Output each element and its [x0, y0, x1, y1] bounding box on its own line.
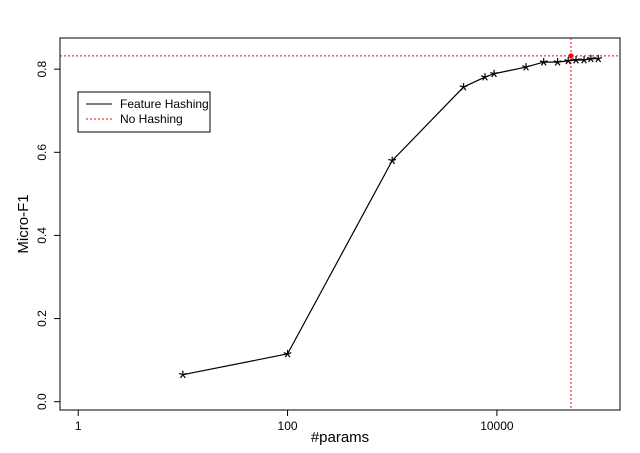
point [388, 156, 397, 165]
legend-label: No Hashing [120, 112, 183, 126]
point [553, 58, 562, 66]
point [459, 83, 468, 91]
point [490, 69, 499, 78]
series-line [182, 58, 599, 376]
point [564, 56, 573, 65]
x-tick-label: 10000 [480, 419, 514, 433]
legend-label: Feature Hashing [120, 97, 209, 111]
reference-point [568, 53, 574, 59]
y-axis-label: Micro-F1 [15, 194, 32, 253]
x-axis-label: #params [311, 429, 369, 446]
point [594, 54, 603, 63]
y-tick-label: 0.8 [35, 61, 49, 78]
point [481, 73, 490, 81]
point [178, 370, 187, 379]
y-tick-label: 0.4 [35, 227, 49, 244]
point [522, 63, 531, 71]
point [586, 54, 595, 63]
x-tick-label: 1 [75, 419, 82, 433]
point [580, 56, 589, 64]
legend-box [77, 91, 211, 133]
y-tick-label: 0.6 [35, 144, 49, 161]
point [572, 56, 581, 64]
y-tick-label: 0.2 [35, 310, 49, 327]
y-tick-label: 0.0 [35, 393, 49, 410]
plot-frame [59, 37, 621, 411]
point [539, 58, 548, 66]
point [283, 349, 292, 358]
x-tick-label: 100 [278, 419, 298, 433]
